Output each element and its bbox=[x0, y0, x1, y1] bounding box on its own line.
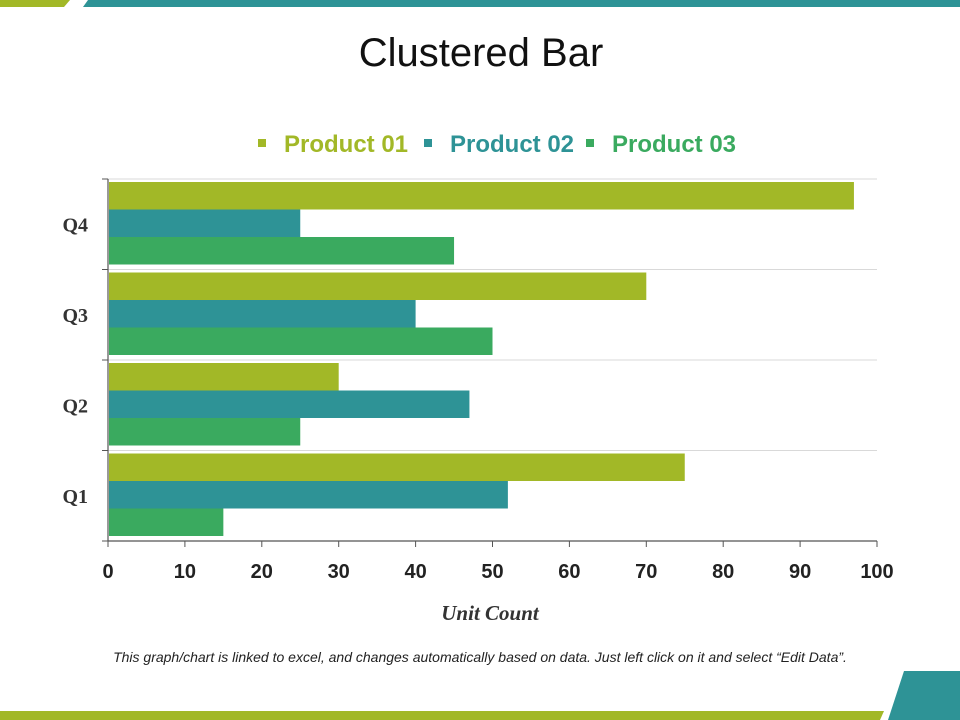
legend-label-2: Product 02 bbox=[450, 131, 574, 158]
bar-q1-series-1 bbox=[109, 453, 685, 481]
top-olive-band bbox=[0, 0, 70, 7]
x-tick-label-50: 50 bbox=[481, 561, 503, 583]
bottom-olive-band bbox=[0, 711, 884, 720]
chart-gridlines bbox=[108, 178, 877, 451]
corner-teal-block bbox=[888, 671, 960, 720]
chart-legend: Product 01 Product 02 Product 03 bbox=[258, 131, 736, 158]
bar-q3-series-3 bbox=[109, 327, 493, 355]
x-tick-label-90: 90 bbox=[789, 561, 811, 583]
slide-title: Clustered Bar bbox=[359, 31, 604, 75]
footnote: This graph/chart is linked to excel, and… bbox=[113, 649, 847, 665]
x-tick-label-0: 0 bbox=[102, 561, 113, 583]
bar-q4-series-1 bbox=[109, 182, 854, 210]
x-tick-label-100: 100 bbox=[860, 561, 893, 583]
bar-q2-series-1 bbox=[109, 363, 339, 391]
top-decoration bbox=[0, 0, 960, 7]
bar-q2-series-3 bbox=[109, 418, 301, 446]
x-tick-label-30: 30 bbox=[328, 561, 350, 583]
category-label-q1: Q1 bbox=[62, 486, 88, 508]
chart-bars bbox=[109, 182, 854, 536]
category-label-q2: Q2 bbox=[62, 395, 88, 417]
x-tick-label-10: 10 bbox=[174, 561, 196, 583]
legend-label-1: Product 01 bbox=[284, 131, 408, 158]
chart-category-labels: Q1 Q2 Q3 Q4 bbox=[62, 214, 88, 508]
x-tick-label-80: 80 bbox=[712, 561, 734, 583]
category-label-q3: Q3 bbox=[62, 305, 88, 327]
bottom-decoration bbox=[0, 671, 960, 720]
legend-label-3: Product 03 bbox=[612, 131, 736, 158]
bar-q4-series-3 bbox=[109, 237, 455, 265]
x-axis-title: Unit Count bbox=[441, 601, 540, 625]
x-tick-label-40: 40 bbox=[404, 561, 426, 583]
bar-q1-series-2 bbox=[109, 481, 508, 509]
bar-q3-series-2 bbox=[109, 300, 416, 328]
chart-tick-labels: 0 10 20 30 40 50 60 70 80 90 100 bbox=[102, 561, 893, 583]
legend-marker-1 bbox=[258, 139, 266, 147]
chart-axes bbox=[102, 178, 878, 547]
x-tick-label-60: 60 bbox=[558, 561, 580, 583]
bar-q3-series-1 bbox=[109, 272, 647, 300]
legend-marker-2 bbox=[424, 139, 432, 147]
x-tick-label-70: 70 bbox=[635, 561, 657, 583]
top-teal-band bbox=[83, 0, 960, 7]
bar-q1-series-3 bbox=[109, 508, 224, 536]
bar-q2-series-2 bbox=[109, 390, 470, 418]
category-label-q4: Q4 bbox=[62, 214, 88, 236]
x-tick-label-20: 20 bbox=[251, 561, 273, 583]
legend-marker-3 bbox=[586, 139, 594, 147]
bar-q4-series-2 bbox=[109, 209, 301, 237]
